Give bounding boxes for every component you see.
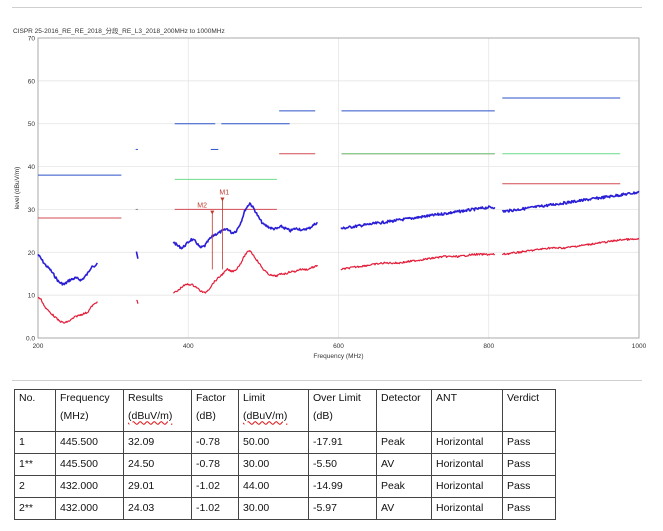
grid — [37, 37, 640, 339]
header-verdict: Verdict — [502, 389, 556, 432]
y-tick-label: 20 — [28, 250, 36, 257]
table-cell: 32.09 — [123, 431, 192, 454]
x-tick-label: 400 — [183, 343, 194, 350]
table-cell: 29.01 — [123, 475, 192, 498]
table-row: 1 445.500 32.09 -0.78 50.00 -17.91 Peak Horizon… — [14, 431, 556, 454]
top-divider — [12, 7, 642, 8]
table-cell: -0.78 — [191, 453, 239, 476]
results-table: No. Frequency (MHz) Results (dBuV/m) Facto… — [14, 389, 556, 520]
header-factor: Factor (dB) — [191, 389, 239, 432]
table-cell: -14.99 — [308, 475, 377, 498]
series-trace-av — [37, 296, 98, 324]
table-cell: 432.000 — [55, 475, 124, 498]
series-trace-peak — [172, 202, 319, 250]
tick-labels: 0.0 10 20 30 40 50 60 70 200 400 600 800 1000 — [26, 36, 647, 351]
marker-label: M1 — [219, 189, 229, 196]
header-over-limit: Over Limit (dB) — [308, 389, 377, 432]
table-cell: AV — [376, 497, 432, 520]
emission-chart: M1 M2 0.0 10 20 30 40 50 60 70 200 400 600 800 1000 F… — [14, 36, 647, 361]
table-cell: 44.00 — [238, 475, 309, 498]
table-cell: 2 — [14, 475, 56, 498]
x-tick-label: 800 — [483, 343, 494, 350]
header-detector: Detector — [376, 389, 432, 432]
table-cell: 30.00 — [238, 453, 309, 476]
header-ant: ANT — [431, 389, 503, 432]
series-trace-peak — [502, 190, 640, 213]
table-cell: Pass — [502, 431, 556, 454]
y-tick-label: 60 — [28, 78, 36, 85]
table-cell: Pass — [502, 475, 556, 498]
x-tick-label: 1000 — [632, 343, 647, 350]
x-tick-label: 600 — [333, 343, 344, 350]
y-tick-label: 0.0 — [26, 336, 35, 343]
marker-point — [220, 197, 225, 202]
table-cell: 2** — [14, 497, 56, 520]
y-tick-label: 50 — [28, 121, 36, 128]
y-tick-label: 10 — [28, 293, 36, 300]
table-cell: Pass — [502, 453, 556, 476]
table-cell: -5.50 — [308, 453, 377, 476]
series-trace-av — [136, 299, 139, 304]
table-cell: Horizontal — [431, 475, 503, 498]
y-tick-label: 30 — [28, 207, 36, 214]
table-cell: -5.97 — [308, 497, 377, 520]
series-trace-av — [173, 250, 318, 294]
table-cell: 1 — [14, 431, 56, 454]
header-frequency: Frequency (MHz) — [55, 389, 124, 432]
table-cell: Pass — [502, 497, 556, 520]
table-cell: 445.500 — [55, 431, 124, 454]
table-cell: 445.500 — [55, 453, 124, 476]
table-cell: Peak — [376, 475, 432, 498]
header-no: No. — [14, 389, 56, 432]
table-cell: -1.02 — [191, 475, 239, 498]
table-cell: Peak — [376, 431, 432, 454]
table-cell: 30.00 — [238, 497, 309, 520]
table-cell: 24.03 — [123, 497, 192, 520]
x-axis-title: Frequency (MHz) — [313, 353, 363, 360]
markers: M1 M2 — [197, 189, 229, 270]
table-cell: -0.78 — [191, 431, 239, 454]
series-trace-av — [340, 252, 496, 271]
table-cell: 1** — [14, 453, 56, 476]
table-cell: -17.91 — [308, 431, 377, 454]
plot-frame — [37, 37, 640, 339]
table-row: 1** 445.500 24.50 -0.78 30.00 -5.50 AV Horizont… — [14, 453, 556, 476]
table-cell: Horizontal — [431, 431, 503, 454]
table-cell: 50.00 — [238, 431, 309, 454]
table-row: 2 432.000 29.01 -1.02 44.00 -14.99 Peak Horizon… — [14, 475, 556, 498]
table-cell: AV — [376, 453, 432, 476]
marker-point — [210, 210, 215, 215]
table-cell: 24.50 — [123, 453, 192, 476]
marker-label: M2 — [197, 203, 207, 210]
table-header-row: No. Frequency (MHz) Results (dBuV/m) Facto… — [14, 389, 556, 432]
table-cell: -1.02 — [191, 497, 239, 520]
section-divider — [12, 380, 642, 381]
y-tick-label: 40 — [28, 164, 36, 171]
series — [37, 190, 640, 324]
series-trace-peak — [37, 253, 99, 286]
table-cell: 432.000 — [55, 497, 124, 520]
series-trace-av — [501, 237, 640, 256]
table-cell: Horizontal — [431, 497, 503, 520]
series-trace-peak — [135, 251, 139, 259]
header-limit: Limit (dBuV/m) — [238, 389, 309, 432]
y-axis-title: level (dBuV/m) — [14, 167, 21, 210]
table-cell: Horizontal — [431, 453, 503, 476]
chart-title: CISPR 25-2016_RE_RE_2018_分段_RE_L3_2018_2… — [13, 28, 225, 35]
x-tick-label: 200 — [33, 343, 44, 350]
table-row: 2** 432.000 24.03 -1.02 30.00 -5.97 AV Horizont… — [14, 497, 556, 520]
limit-lines — [38, 97, 621, 219]
y-tick-label: 70 — [28, 36, 36, 43]
header-results: Results (dBuV/m) — [123, 389, 192, 432]
series-trace-peak — [340, 205, 496, 230]
